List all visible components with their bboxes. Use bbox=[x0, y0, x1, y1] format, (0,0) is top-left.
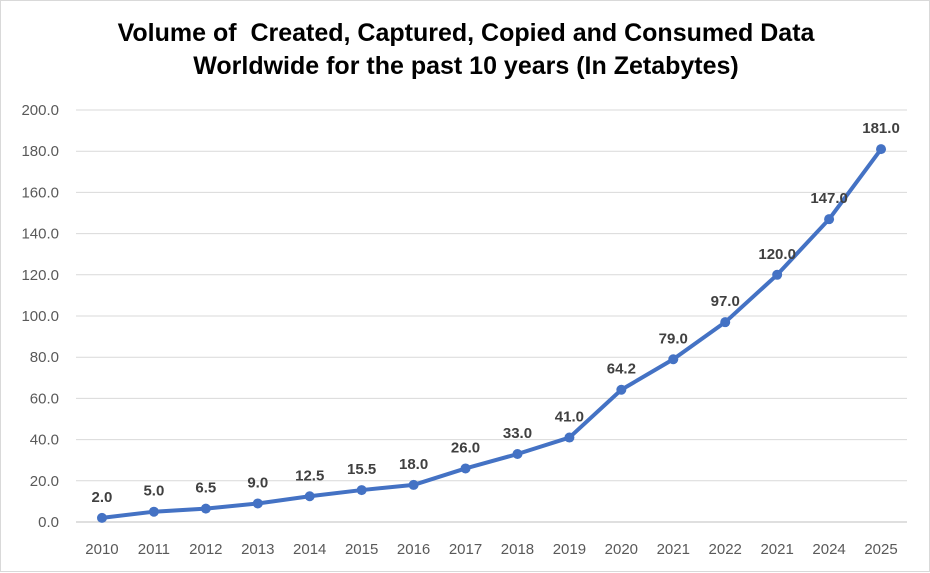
x-tick-label: 2020 bbox=[605, 541, 638, 558]
series-line bbox=[101, 147, 883, 520]
data-point bbox=[96, 512, 107, 523]
data-label: 9.0 bbox=[247, 474, 268, 491]
x-tick-label: 2014 bbox=[293, 541, 326, 558]
data-label: 15.5 bbox=[347, 461, 376, 478]
y-tick-label: 0.0 bbox=[38, 514, 59, 531]
y-tick-label: 160.0 bbox=[21, 184, 59, 201]
data-point bbox=[616, 384, 627, 395]
y-tick-label: 100.0 bbox=[21, 308, 59, 325]
data-label: 181.0 bbox=[862, 120, 900, 137]
data-point bbox=[408, 479, 419, 490]
chart-title-line1: Volume of Created, Captured, Copied and … bbox=[117, 19, 815, 47]
x-tick-label: 2022 bbox=[709, 541, 742, 558]
data-point bbox=[668, 354, 679, 365]
x-tick-label: 2018 bbox=[501, 541, 534, 558]
x-tick-label: 2021 bbox=[657, 541, 690, 558]
data-label: 2.0 bbox=[92, 489, 113, 506]
x-tick-label: 2016 bbox=[397, 541, 430, 558]
data-point bbox=[356, 485, 367, 496]
y-tick-label: 80.0 bbox=[30, 349, 59, 366]
y-tick-label: 120.0 bbox=[21, 267, 59, 284]
data-label: 33.0 bbox=[503, 425, 532, 442]
x-tick-label: 2012 bbox=[189, 541, 222, 558]
data-point bbox=[252, 498, 263, 509]
y-tick-label: 60.0 bbox=[30, 390, 59, 407]
y-tick-label: 200.0 bbox=[21, 102, 59, 119]
data-label: 64.2 bbox=[607, 361, 636, 378]
x-tick-label: 2017 bbox=[449, 541, 482, 558]
chart-title-line2: Worldwide for the past 10 years (In Zeta… bbox=[193, 52, 739, 80]
data-point bbox=[304, 491, 315, 502]
chart-title: Volume of Created, Captured, Copied and … bbox=[1, 17, 930, 83]
data-label: 79.0 bbox=[659, 330, 688, 347]
y-tick-label: 40.0 bbox=[30, 432, 59, 449]
x-tick-label: 2013 bbox=[241, 541, 274, 558]
data-label: 18.0 bbox=[399, 456, 428, 473]
y-tick-label: 20.0 bbox=[30, 473, 59, 490]
x-tick-label: 2011 bbox=[138, 541, 170, 558]
data-point bbox=[564, 432, 575, 443]
data-label: 120.0 bbox=[758, 246, 796, 263]
data-label: 5.0 bbox=[143, 483, 164, 500]
x-tick-label: 2024 bbox=[812, 541, 845, 558]
data-point bbox=[772, 269, 783, 280]
data-point bbox=[720, 317, 731, 328]
data-point bbox=[200, 503, 211, 514]
y-tick-label: 140.0 bbox=[21, 226, 59, 243]
x-tick-label: 2010 bbox=[85, 541, 118, 558]
data-label: 97.0 bbox=[711, 293, 740, 310]
data-label: 12.5 bbox=[295, 467, 324, 484]
data-point bbox=[460, 463, 471, 474]
x-tick-label: 2015 bbox=[345, 541, 378, 558]
x-tick-label: 2025 bbox=[864, 541, 897, 558]
data-label: 147.0 bbox=[810, 190, 848, 207]
data-point bbox=[824, 214, 835, 225]
data-label: 26.0 bbox=[451, 439, 480, 456]
x-tick-label: 2019 bbox=[553, 541, 586, 558]
data-label: 41.0 bbox=[555, 409, 584, 426]
data-point bbox=[512, 449, 523, 460]
data-point bbox=[876, 144, 887, 155]
y-tick-label: 180.0 bbox=[21, 143, 59, 160]
data-point bbox=[148, 506, 159, 517]
x-tick-label: 2021 bbox=[760, 541, 793, 558]
data-label: 6.5 bbox=[195, 480, 216, 497]
